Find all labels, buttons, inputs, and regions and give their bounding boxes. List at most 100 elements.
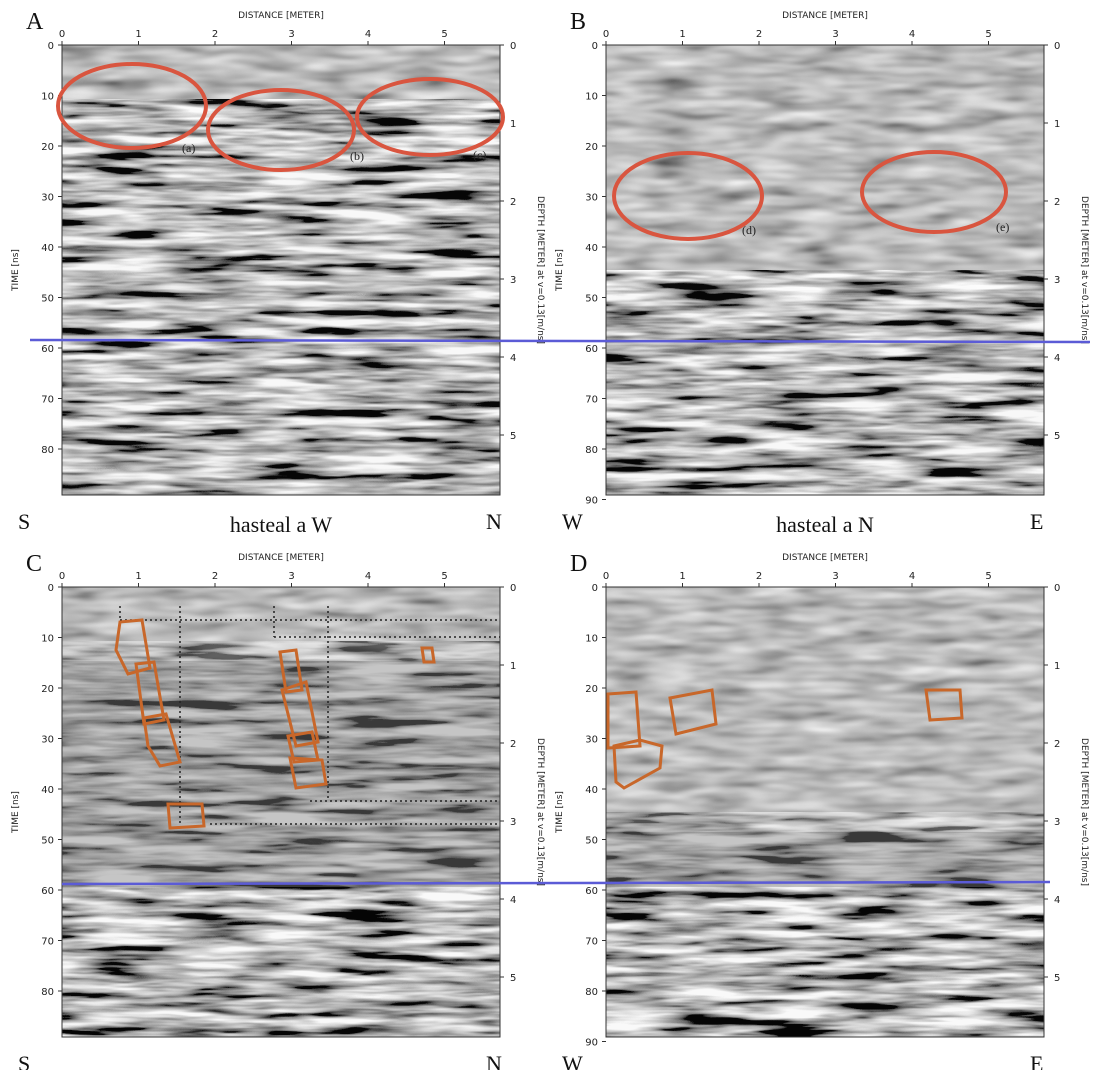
y2-tick-label: 4 (510, 353, 516, 364)
y-tick-label: 10 (585, 92, 598, 103)
radargram-lower (62, 99, 500, 495)
x-tick-label: 0 (59, 571, 65, 582)
panel-letter: B (570, 9, 586, 35)
annotation: (c) (473, 148, 486, 162)
radargram (606, 587, 1044, 1037)
y2-axis-title: DEPTH [METER] at v=0.13[m/ns] (535, 196, 545, 344)
highlight-outline (668, 688, 718, 736)
frame (605, 586, 1045, 1038)
y2-axis-title: DEPTH [METER] at v=0.13[m/ns] (535, 738, 545, 886)
panel-letter: C (26, 551, 42, 577)
y-tick-label: 50 (585, 294, 598, 305)
x-tick-label: 2 (212, 29, 218, 40)
panel-letter: A (26, 9, 44, 35)
annotation: (d) (742, 223, 756, 237)
x-tick-label: 0 (603, 29, 609, 40)
radargram-deep (606, 887, 1044, 1037)
x-tick-label: 5 (985, 29, 991, 40)
y2-tick-label: 5 (510, 431, 516, 442)
y2-tick-label: 3 (510, 817, 516, 828)
y-tick-label: 30 (41, 735, 54, 746)
x-axis-title: DISTANCE [METER] (238, 553, 324, 563)
x-tick-label: 2 (756, 571, 762, 582)
frame (605, 44, 1045, 496)
direction-label: N (486, 1051, 502, 1070)
y2-tick-label: 4 (1054, 353, 1060, 364)
highlight-outline (606, 690, 642, 750)
x-tick-label: 4 (365, 29, 371, 40)
reference-line (61, 880, 1051, 886)
x-tick-label: 1 (135, 571, 141, 582)
y-tick-label: 20 (41, 142, 54, 153)
y-tick-label: 0 (592, 583, 598, 594)
panel-letter: D (570, 551, 587, 577)
y2-tick-label: 2 (510, 197, 516, 208)
y-axis-title: TIME [ns] (11, 791, 21, 834)
highlight-outline (612, 738, 664, 790)
y-tick-label: 50 (41, 294, 54, 305)
highlight-outline (288, 756, 328, 790)
x-axis-title: DISTANCE [METER] (782, 553, 868, 563)
x-axis-title: DISTANCE [METER] (782, 11, 868, 21)
x-tick-label: 3 (288, 29, 294, 40)
highlight-ellipse (612, 151, 764, 241)
highlight-ellipse (56, 62, 208, 150)
y-tick-label: 30 (585, 193, 598, 204)
y2-tick-label: 1 (510, 661, 516, 672)
y-tick-label: 50 (585, 836, 598, 847)
y-tick-label: 80 (41, 445, 54, 456)
y-tick-label: 80 (41, 987, 54, 998)
y-tick-label: 60 (41, 886, 54, 897)
radargram-lower (606, 270, 1044, 495)
highlight-ellipse (355, 77, 505, 157)
y2-tick-label: 2 (1054, 739, 1060, 750)
y2-tick-label: 5 (510, 973, 516, 984)
reference-line (29, 338, 1091, 344)
direction-label: E (1030, 509, 1043, 534)
y2-axis-title: DEPTH [METER] at v=0.13[m/ns] (1079, 196, 1089, 344)
y-tick-label: 80 (585, 987, 598, 998)
y-tick-label: 70 (41, 937, 54, 948)
y2-tick-label: 0 (510, 583, 516, 594)
annotation: (a) (182, 141, 195, 155)
radargram (62, 45, 500, 495)
y2-tick-label: 2 (510, 739, 516, 750)
frame (61, 44, 501, 496)
x-tick-label: 3 (832, 29, 838, 40)
x-tick-label: 1 (135, 29, 141, 40)
highlight-outline (142, 712, 182, 768)
highlight-outline (114, 618, 152, 676)
annotation: (b) (350, 149, 364, 163)
y2-tick-label: 5 (1054, 973, 1060, 984)
y2-tick-label: 3 (510, 275, 516, 286)
x-tick-label: 5 (985, 571, 991, 582)
direction-label: E (1030, 1051, 1043, 1070)
y2-tick-label: 4 (510, 895, 516, 906)
x-tick-label: 5 (441, 29, 447, 40)
y-tick-label: 60 (585, 886, 598, 897)
highlight-outline (278, 648, 304, 694)
y2-tick-label: 1 (1054, 119, 1060, 130)
y2-tick-label: 1 (1054, 661, 1060, 672)
y-tick-label: 40 (41, 243, 54, 254)
x-tick-label: 0 (603, 571, 609, 582)
direction-label: W (562, 1051, 583, 1070)
y-tick-label: 10 (41, 634, 54, 645)
direction-label: S (18, 1051, 30, 1070)
x-tick-label: 4 (365, 571, 371, 582)
y-axis-title: TIME [ns] (555, 249, 565, 292)
direction-label: W (562, 509, 583, 534)
y-axis-title: TIME [ns] (11, 249, 21, 292)
radargram-deep (62, 887, 500, 1037)
y2-tick-label: 4 (1054, 895, 1060, 906)
x-tick-label: 1 (679, 29, 685, 40)
y2-axis-title: DEPTH [METER] at v=0.13[m/ns] (1079, 738, 1089, 886)
highlight-ellipse (206, 88, 356, 172)
frame (61, 586, 501, 1038)
radargram (606, 45, 1044, 495)
y2-tick-label: 3 (1054, 817, 1060, 828)
x-tick-label: 5 (441, 571, 447, 582)
radargram-upper (606, 587, 1044, 832)
x-tick-label: 1 (679, 571, 685, 582)
